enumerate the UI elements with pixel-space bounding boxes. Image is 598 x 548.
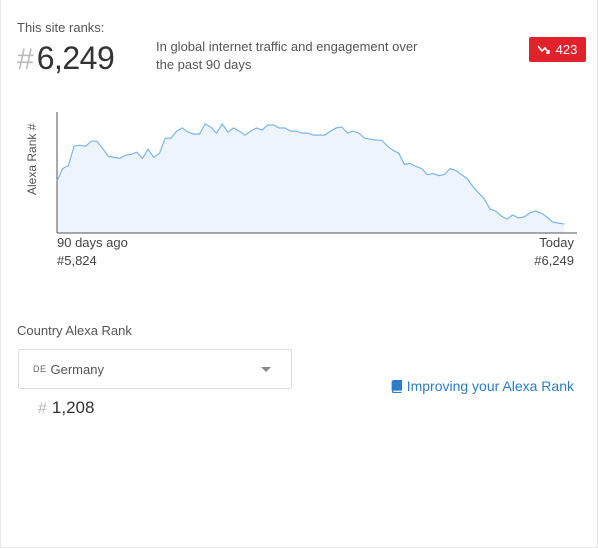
chart-y-axis-label: Alexa Rank # <box>25 123 39 195</box>
country-rank-hash: # <box>38 400 47 417</box>
rank-hash: # <box>17 43 34 76</box>
chart-start: 90 days ago #5,824 <box>57 234 128 270</box>
chart-rank-line <box>56 122 565 225</box>
ranks-label: This site ranks: <box>17 20 105 35</box>
chart-end: Today #6,249 <box>534 234 574 270</box>
country-rank-label: Country Alexa Rank <box>17 323 132 338</box>
book-icon <box>391 379 402 393</box>
country-name: Germany <box>50 361 104 377</box>
country-code: DE <box>33 364 47 374</box>
improve-rank-link[interactable]: Improving your Alexa Rank <box>391 378 574 394</box>
chart-end-value: #6,249 <box>534 253 574 268</box>
rank-delta-badge: 423 <box>529 37 586 62</box>
country-rank-value: 1,208 <box>51 398 95 417</box>
chart-area-fill <box>57 124 564 233</box>
rank-description: In global internet traffic and engagemen… <box>156 39 418 72</box>
chart-end-label: Today <box>539 235 574 250</box>
trend-down-icon <box>537 45 550 54</box>
country-rank: # 1,208 <box>38 398 94 418</box>
global-rank: # 6,249 <box>17 40 115 77</box>
country-select[interactable]: DE Germany <box>18 349 292 389</box>
chart-start-label: 90 days ago <box>57 235 128 250</box>
rank-trend-chart <box>56 112 577 234</box>
chevron-down-icon <box>261 367 271 372</box>
rank-delta-value: 423 <box>555 42 578 57</box>
global-rank-value: 6,249 <box>36 40 115 76</box>
improve-rank-link-label: Improving your Alexa Rank <box>406 378 574 394</box>
chart-start-value: #5,824 <box>57 253 97 268</box>
